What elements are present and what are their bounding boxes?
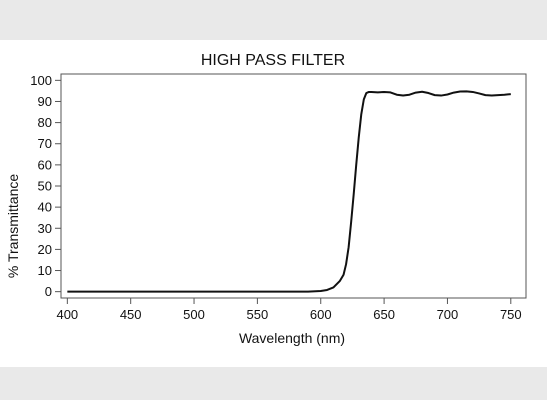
x-tick-label: 650	[373, 307, 395, 322]
y-tick-label: 100	[30, 73, 52, 88]
y-axis-label: % Transmittance	[5, 174, 21, 278]
y-tick-label: 40	[38, 200, 52, 215]
y-tick-label: 60	[38, 157, 52, 172]
transmittance-line	[67, 90, 511, 293]
line-chart: HIGH PASS FILTER % Transmittance Wavelen…	[5, 52, 527, 346]
x-tick-label: 500	[183, 307, 205, 322]
x-tick-label: 550	[247, 307, 269, 322]
y-tick-label: 80	[38, 115, 52, 130]
x-tick-label: 600	[310, 307, 332, 322]
y-axis: 0 10 20 30 40 50 60 70 80 90 100	[30, 73, 61, 299]
y-tick-label: 0	[45, 284, 52, 299]
y-tick-label: 30	[38, 221, 52, 236]
x-axis-label: Wavelength (nm)	[239, 330, 345, 346]
y-tick-label: 20	[38, 242, 52, 257]
y-tick-label: 10	[38, 263, 52, 278]
x-axis: 400 450 500 550 600 650 700 750	[56, 298, 522, 322]
x-tick-label: 450	[120, 307, 142, 322]
x-tick-label: 750	[500, 307, 522, 322]
chart-title: HIGH PASS FILTER	[201, 52, 345, 69]
y-tick-label: 70	[38, 136, 52, 151]
x-tick-label: 400	[56, 307, 78, 322]
y-tick-label: 90	[38, 94, 52, 109]
x-tick-label: 700	[437, 307, 459, 322]
y-tick-label: 50	[38, 179, 52, 194]
plot-frame	[60, 73, 527, 299]
chart-area: HIGH PASS FILTER % Transmittance Wavelen…	[0, 40, 547, 367]
